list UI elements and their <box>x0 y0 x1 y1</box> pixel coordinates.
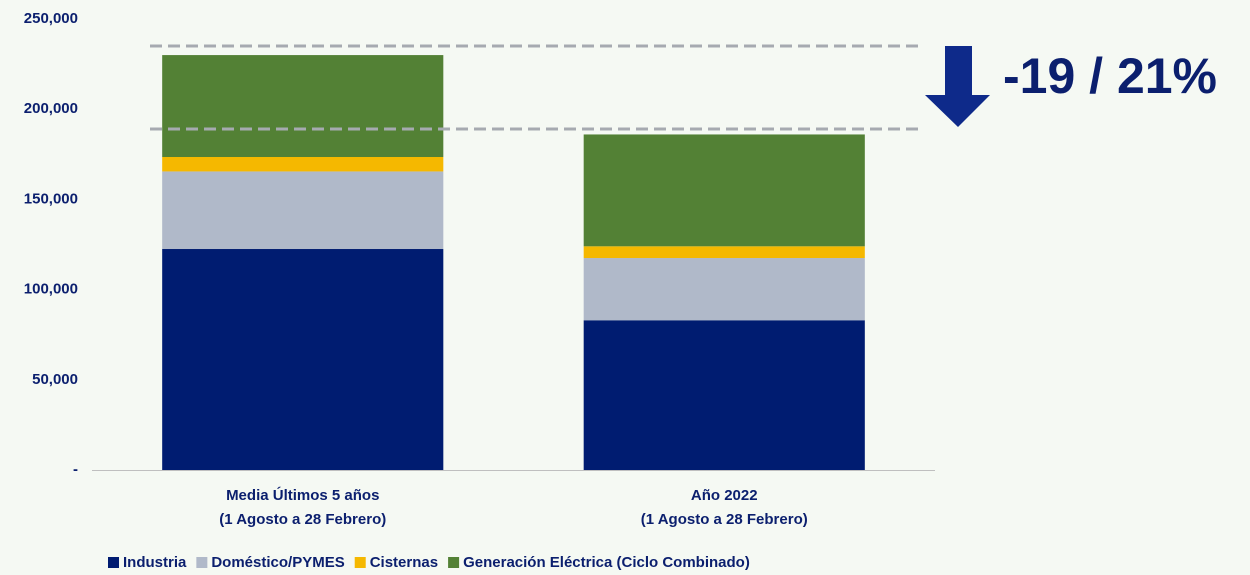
bar-segment <box>583 246 865 259</box>
x-tick-label: Media Últimos 5 años <box>226 486 379 504</box>
legend-swatch <box>354 557 366 568</box>
y-tick-label: 50,000 <box>32 371 78 388</box>
y-tick-label: - <box>73 461 78 478</box>
bar-segment <box>583 134 865 247</box>
y-tick-label: 250,000 <box>24 10 78 27</box>
down-arrow <box>925 46 990 127</box>
legend-label: Cisternas <box>370 554 438 571</box>
x-tick-label: (1 Agosto a 28 Febrero) <box>641 511 808 528</box>
bar-segment <box>583 258 865 321</box>
bar-segment <box>162 55 444 158</box>
legend-label: Generación Eléctrica (Ciclo Combinado) <box>463 554 750 571</box>
legend-label: Industria <box>123 554 187 571</box>
y-tick-label: 100,000 <box>24 281 78 298</box>
bars <box>162 55 865 470</box>
bar-segment <box>162 249 444 470</box>
legend-swatch <box>448 557 460 568</box>
annotation: -19 / 21% <box>1003 48 1217 104</box>
legend-swatch <box>196 557 208 568</box>
x-tick-label: (1 Agosto a 28 Febrero) <box>219 511 386 528</box>
bar-segment <box>162 171 444 250</box>
bar-segment <box>583 320 865 470</box>
y-tick-label: 150,000 <box>24 190 78 207</box>
legend-swatch <box>108 557 119 568</box>
legend-label: Doméstico/PYMES <box>211 554 344 571</box>
x-tick-label: Año 2022 <box>691 487 758 504</box>
bar-segment <box>162 157 444 172</box>
y-tick-label: 200,000 <box>24 100 78 117</box>
